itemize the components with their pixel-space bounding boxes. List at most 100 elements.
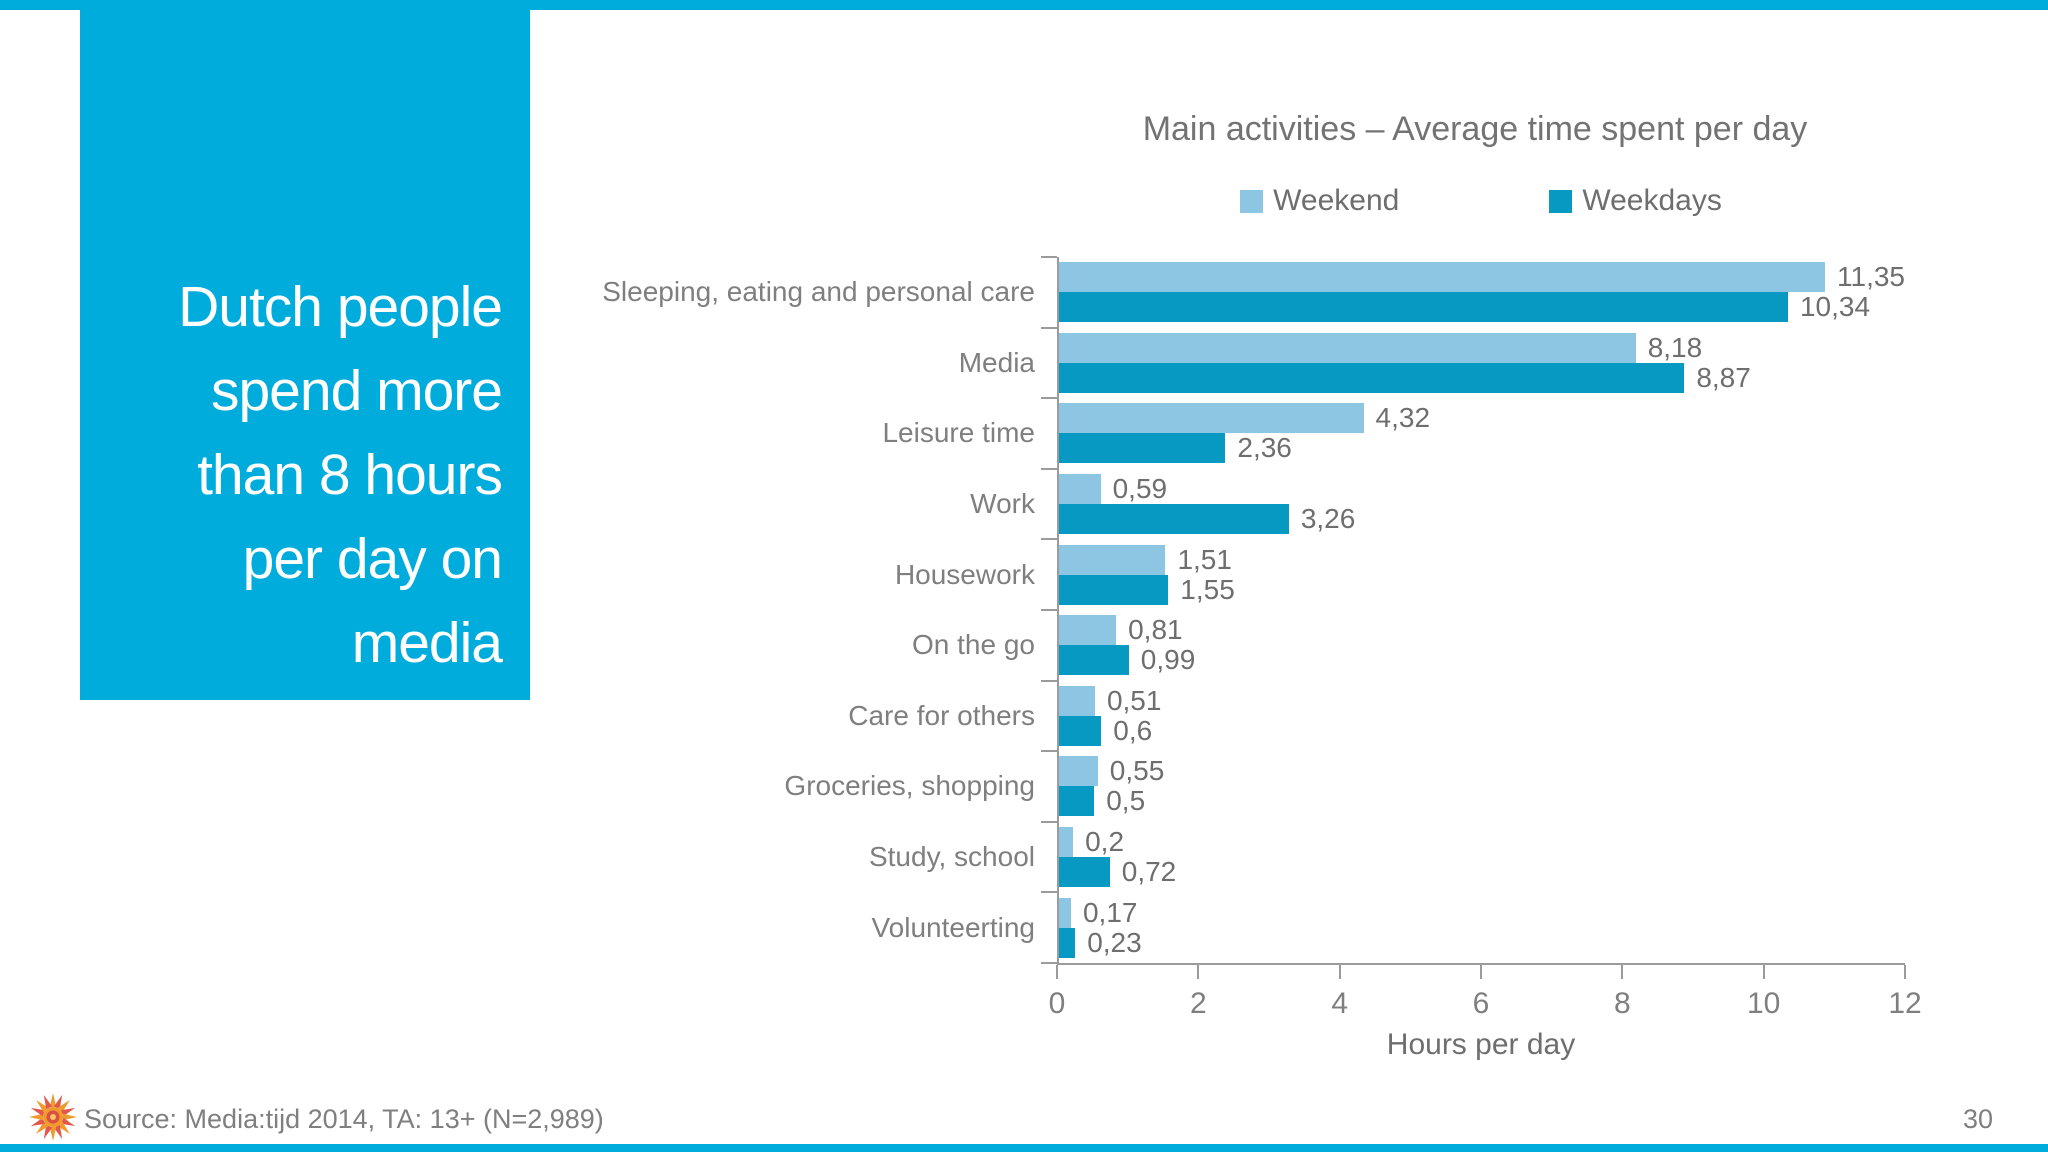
sun-rays bbox=[29, 1093, 77, 1141]
x-axis-tick bbox=[1621, 965, 1624, 979]
x-axis-tick-label: 4 bbox=[1331, 987, 1348, 1020]
sun-ray bbox=[53, 1125, 63, 1140]
headline-panel: Dutch people spend more than 8 hours per da… bbox=[80, 10, 530, 700]
category-label: Sleeping, eating and personal care bbox=[602, 276, 1035, 308]
headline-line: spend more bbox=[210, 359, 503, 423]
plot-area: 11,35 10,34 8,18 8,87 4,32 2,36 0,59 3,26 1,51 1,… bbox=[1041, 256, 1905, 964]
sun-ray bbox=[57, 1100, 70, 1113]
sun-ray bbox=[36, 1121, 49, 1134]
category-tick bbox=[1041, 397, 1057, 400]
bar-line: 0,23 bbox=[1059, 926, 1905, 958]
headline-line: Dutch people bbox=[178, 275, 503, 339]
bar-weekdays bbox=[1059, 715, 1102, 746]
bar-weekdays bbox=[1059, 292, 1788, 323]
bar-row: 0,81 0,99 bbox=[1059, 610, 1905, 681]
bar-line: 0,99 bbox=[1059, 644, 1905, 676]
bar-weekdays bbox=[1059, 433, 1226, 464]
x-axis-title: Hours per day bbox=[1386, 1028, 1576, 1061]
bar-line: 0,55 bbox=[1059, 755, 1905, 787]
bar-value-label: 0,59 bbox=[1112, 473, 1168, 505]
category-label: Leisure time bbox=[882, 417, 1035, 449]
bar-line: 1,51 bbox=[1059, 544, 1905, 575]
bar-weekend bbox=[1059, 685, 1095, 716]
bar-value-label: 0,51 bbox=[1106, 684, 1162, 716]
bar-line: 2,36 bbox=[1059, 432, 1905, 464]
bar-line: 11,35 bbox=[1059, 261, 1905, 293]
bar-line: 1,55 bbox=[1059, 573, 1905, 605]
bar-value-label: 1,55 bbox=[1180, 573, 1235, 605]
bar-value-label: 0,6 bbox=[1113, 714, 1153, 746]
category-tick bbox=[1041, 256, 1057, 258]
chart-title: Main activities – Average time spent per… bbox=[1142, 110, 1808, 148]
x-axis-tick bbox=[1056, 965, 1058, 979]
bar-weekend bbox=[1059, 474, 1101, 505]
bar-row: 0,59 3,26 bbox=[1059, 469, 1905, 540]
category-tick bbox=[1041, 538, 1057, 541]
source-note: Source: Media:tijd 2014, TA: 13+ (N=2,98… bbox=[84, 1104, 604, 1134]
chart-legend: Weekend Weekdays bbox=[1057, 184, 1905, 218]
bar-weekend bbox=[1059, 544, 1166, 575]
sun-ray bbox=[43, 1094, 53, 1109]
bar-weekdays bbox=[1059, 927, 1076, 958]
bar-value-label: 10,34 bbox=[1799, 291, 1871, 323]
sun-ray bbox=[29, 1113, 43, 1121]
bar-row: 0,51 0,6 bbox=[1059, 681, 1905, 752]
sun-ray bbox=[30, 1107, 45, 1117]
bar-chart: Sleeping, eating and personal care Media L… bbox=[560, 256, 1905, 964]
sun-ray bbox=[49, 1127, 57, 1141]
category-label: Media bbox=[958, 346, 1035, 378]
bar-weekend bbox=[1059, 756, 1098, 787]
bar-weekend bbox=[1059, 827, 1074, 858]
category-tick bbox=[1041, 467, 1057, 470]
bar-line: 0,5 bbox=[1059, 785, 1905, 817]
x-axis-tick-label: 6 bbox=[1472, 987, 1490, 1020]
legend-swatch-icon bbox=[1549, 189, 1573, 213]
sun-ray bbox=[57, 1121, 70, 1134]
category-label: Volunteerting bbox=[871, 911, 1035, 943]
x-axis-tick bbox=[1762, 965, 1765, 979]
x-axis-tick-label: 12 bbox=[1888, 987, 1922, 1020]
category-tick bbox=[1041, 820, 1057, 823]
headline-line: per day on bbox=[242, 527, 503, 591]
legend-label: Weekend bbox=[1273, 184, 1400, 217]
bar-weekend bbox=[1059, 403, 1364, 434]
legend-swatch-icon bbox=[1240, 189, 1264, 213]
bar-line: 0,2 bbox=[1059, 826, 1905, 858]
bar-value-label: 0,5 bbox=[1106, 785, 1146, 817]
bar-line: 3,26 bbox=[1059, 503, 1905, 535]
bar-weekdays bbox=[1059, 857, 1110, 888]
bar-line: 0,17 bbox=[1059, 897, 1905, 928]
bar-value-label: 0,81 bbox=[1128, 614, 1183, 646]
x-axis-tick bbox=[1338, 965, 1341, 979]
bar-line: 0,81 bbox=[1059, 614, 1905, 646]
bar-line: 0,72 bbox=[1059, 856, 1905, 888]
bar-weekdays bbox=[1059, 574, 1169, 605]
bar-weekend bbox=[1059, 615, 1117, 646]
bar-weekdays bbox=[1059, 645, 1129, 676]
category-tick bbox=[1041, 679, 1057, 682]
category-label: Work bbox=[970, 488, 1035, 520]
x-axis-tick bbox=[1480, 965, 1482, 979]
bar-row: 11,35 10,34 bbox=[1059, 257, 1905, 328]
bar-weekdays bbox=[1059, 362, 1685, 393]
bar-weekdays bbox=[1059, 786, 1095, 817]
x-axis-tick bbox=[1904, 965, 1906, 979]
x-axis-tick-label: 8 bbox=[1613, 987, 1631, 1020]
sun-ray bbox=[43, 1125, 53, 1140]
top-accent-strip bbox=[0, 0, 2048, 10]
category-label: Care for others bbox=[848, 699, 1035, 731]
page-number: 30 bbox=[1962, 1104, 1993, 1134]
sun-ray bbox=[53, 1094, 63, 1109]
sun-logo-icon bbox=[29, 1093, 77, 1141]
bar-value-label: 8,87 bbox=[1696, 361, 1751, 393]
bar-row: 0,55 0,5 bbox=[1059, 751, 1905, 822]
category-label: Housework bbox=[894, 558, 1035, 590]
bar-value-label: 0,2 bbox=[1085, 826, 1125, 858]
bar-value-label: 0,99 bbox=[1140, 644, 1196, 676]
bar-line: 0,59 bbox=[1059, 473, 1905, 505]
bar-value-label: 8,18 bbox=[1647, 331, 1703, 363]
bar-weekend bbox=[1059, 897, 1071, 928]
category-tick bbox=[1041, 750, 1057, 753]
bar-value-label: 0,23 bbox=[1087, 926, 1142, 958]
